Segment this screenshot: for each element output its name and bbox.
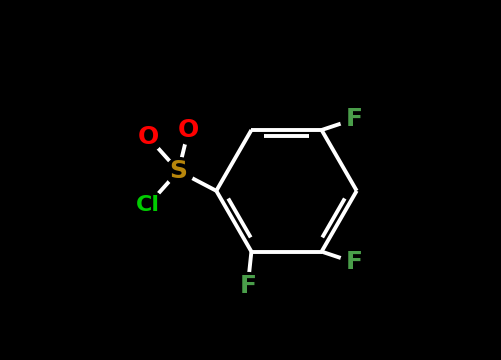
Text: F: F <box>346 107 363 131</box>
Text: F: F <box>346 251 363 274</box>
Text: S: S <box>169 159 187 183</box>
Text: Cl: Cl <box>136 195 160 215</box>
Text: F: F <box>239 274 257 298</box>
Text: O: O <box>137 125 158 149</box>
Text: O: O <box>178 118 199 141</box>
